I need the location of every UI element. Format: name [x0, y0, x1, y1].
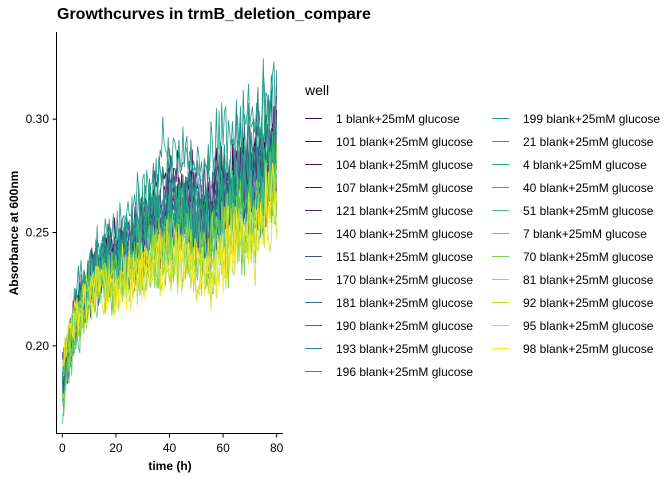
legend-item: 170 blank+25mM glucose: [305, 268, 492, 291]
legend-item: 199 blank+25mM glucose: [492, 107, 672, 130]
legend-key: [305, 187, 322, 188]
series-line: [62, 58, 277, 372]
legend-item: 104 blank+25mM glucose: [305, 153, 492, 176]
legend-label: 193 blank+25mM glucose: [336, 341, 474, 356]
legend-key: [305, 210, 322, 211]
legend-item: 101 blank+25mM glucose: [305, 130, 492, 153]
legend-key: [492, 279, 509, 280]
legend-label: 1 blank+25mM glucose: [336, 111, 460, 126]
legend-item: 151 blank+25mM glucose: [305, 245, 492, 268]
y-tick-label: 0.25: [26, 226, 50, 240]
legend-column-2: 199 blank+25mM glucose 21 blank+25mM gluc…: [492, 107, 672, 383]
legend-item: 92 blank+25mM glucose: [492, 291, 672, 314]
legend-key: [492, 256, 509, 257]
legend: well 1 blank+25mM glucose 101 blank+25mM …: [305, 82, 672, 383]
legend-title: well: [305, 82, 330, 98]
legend-key: [305, 233, 322, 234]
legend-columns: 1 blank+25mM glucose 101 blank+25mM gluco…: [305, 107, 672, 383]
legend-key: [305, 325, 322, 326]
legend-item: 196 blank+25mM glucose: [305, 360, 492, 383]
legend-label: 107 blank+25mM glucose: [336, 180, 474, 195]
legend-key: [305, 302, 322, 303]
legend-key: [305, 118, 322, 119]
x-tick-label: 80: [270, 441, 284, 455]
y-axis-title: Absorbance at 600nm: [7, 171, 21, 296]
legend-label: 51 blank+25mM glucose: [523, 203, 654, 218]
legend-item: 1 blank+25mM glucose: [305, 107, 492, 130]
legend-key: [492, 141, 509, 142]
y-tick-label: 0.20: [26, 339, 50, 353]
legend-item: 81 blank+25mM glucose: [492, 268, 672, 291]
legend-item: 21 blank+25mM glucose: [492, 130, 672, 153]
legend-key: [492, 187, 509, 188]
legend-key: [305, 164, 322, 165]
legend-item: 7 blank+25mM glucose: [492, 222, 672, 245]
series-layer: [62, 58, 277, 424]
legend-item: 95 blank+25mM glucose: [492, 314, 672, 337]
legend-item: 181 blank+25mM glucose: [305, 291, 492, 314]
legend-item: 98 blank+25mM glucose: [492, 337, 672, 360]
legend-label: 170 blank+25mM glucose: [336, 272, 474, 287]
legend-label: 181 blank+25mM glucose: [336, 295, 474, 310]
x-axis-title: time (h): [148, 459, 191, 473]
series-line: [62, 175, 277, 368]
legend-label: 196 blank+25mM glucose: [336, 364, 474, 379]
legend-key: [492, 348, 509, 349]
legend-key: [305, 279, 322, 280]
series-line: [62, 162, 277, 366]
legend-label: 98 blank+25mM glucose: [523, 341, 654, 356]
legend-key: [305, 256, 322, 257]
legend-item: 190 blank+25mM glucose: [305, 314, 492, 337]
legend-key: [492, 325, 509, 326]
x-tick-label: 40: [163, 441, 177, 455]
legend-item: 140 blank+25mM glucose: [305, 222, 492, 245]
legend-label: 151 blank+25mM glucose: [336, 249, 474, 264]
x-tick-label: 60: [216, 441, 230, 455]
legend-label: 140 blank+25mM glucose: [336, 226, 474, 241]
legend-item: 107 blank+25mM glucose: [305, 176, 492, 199]
legend-key: [305, 348, 322, 349]
legend-key: [492, 302, 509, 303]
x-tick-label: 0: [59, 441, 66, 455]
y-tick-label: 0.30: [26, 112, 50, 126]
legend-item: 193 blank+25mM glucose: [305, 337, 492, 360]
legend-key: [492, 210, 509, 211]
legend-key: [492, 233, 509, 234]
legend-item: 51 blank+25mM glucose: [492, 199, 672, 222]
chart-title: Growthcurves in trmB_deletion_compare: [57, 6, 371, 23]
legend-item: 40 blank+25mM glucose: [492, 176, 672, 199]
legend-item: 70 blank+25mM glucose: [492, 245, 672, 268]
legend-label: 21 blank+25mM glucose: [523, 134, 654, 149]
legend-label: 40 blank+25mM glucose: [523, 180, 654, 195]
legend-label: 199 blank+25mM glucose: [523, 111, 661, 126]
legend-label: 81 blank+25mM glucose: [523, 272, 654, 287]
legend-key: [492, 118, 509, 119]
legend-key: [492, 164, 509, 165]
legend-label: 121 blank+25mM glucose: [336, 203, 474, 218]
legend-label: 4 blank+25mM glucose: [523, 157, 647, 172]
legend-label: 70 blank+25mM glucose: [523, 249, 654, 264]
legend-item: 4 blank+25mM glucose: [492, 153, 672, 176]
legend-key: [305, 371, 322, 372]
legend-label: 101 blank+25mM glucose: [336, 134, 474, 149]
legend-item: 121 blank+25mM glucose: [305, 199, 492, 222]
legend-label: 190 blank+25mM glucose: [336, 318, 474, 333]
legend-label: 92 blank+25mM glucose: [523, 295, 654, 310]
legend-label: 7 blank+25mM glucose: [523, 226, 647, 241]
ticks-layer: 0 20 40 60 80 0.20 0.25 0.30: [26, 112, 284, 455]
legend-key: [305, 141, 322, 142]
legend-label: 95 blank+25mM glucose: [523, 318, 654, 333]
x-tick-label: 20: [109, 441, 123, 455]
legend-label: 104 blank+25mM glucose: [336, 157, 474, 172]
legend-column-1: 1 blank+25mM glucose 101 blank+25mM gluco…: [305, 107, 492, 383]
